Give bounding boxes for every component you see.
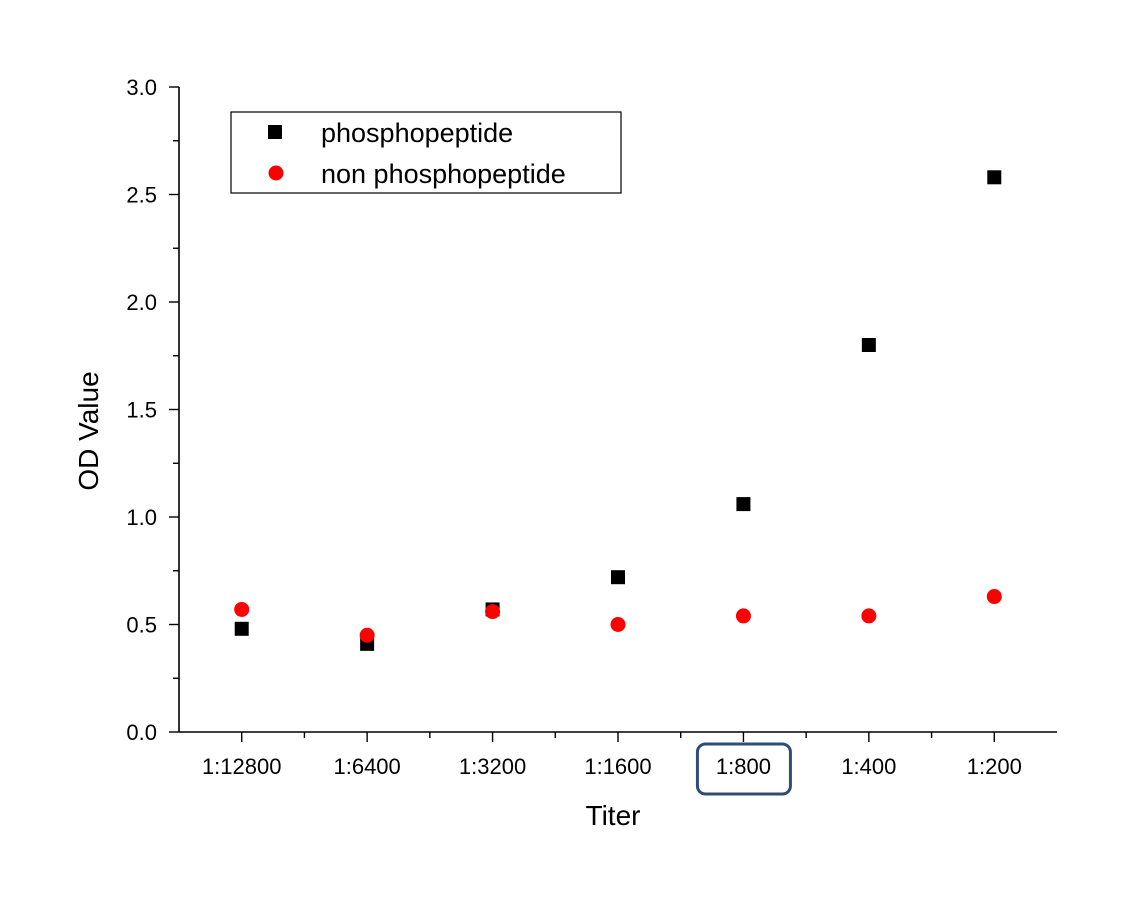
point-non-phosphopeptide — [610, 617, 626, 632]
point-non-phosphopeptide — [986, 589, 1002, 605]
x-axis-ticks: 1:12800 1:6400 1:3200 1:1600 1:800 1:400 1:200 — [202, 732, 1022, 779]
point-non-phosphopeptide — [359, 627, 375, 643]
y-tick-label: 1.5 — [126, 398, 157, 423]
y-tick-label: 0.5 — [126, 613, 157, 638]
point-non-phosphopeptide — [234, 601, 250, 617]
x-tick-label: 1:3200 — [459, 754, 526, 779]
y-tick-label: 2.0 — [126, 290, 157, 315]
data-points — [234, 170, 1002, 651]
point-phosphopeptide — [611, 570, 625, 585]
legend: phosphopeptide non phosphopeptide — [230, 111, 622, 194]
legend-marker-non-phosphopeptide — [268, 165, 284, 181]
point-phosphopeptide — [987, 170, 1002, 185]
point-non-phosphopeptide — [735, 608, 751, 624]
highlighted-tick-box — [695, 742, 792, 796]
legend-label-phosphopeptide: phosphopeptide — [321, 118, 513, 148]
x-tick-label: 1:12800 — [202, 754, 282, 779]
point-phosphopeptide — [861, 338, 876, 352]
x-axis-label: Titer — [586, 800, 641, 831]
x-tick-label: 1:400 — [841, 754, 896, 779]
point-non-phosphopeptide — [861, 608, 877, 624]
x-tick-label: 1:6400 — [333, 754, 400, 779]
x-tick-label: 1:1600 — [584, 754, 651, 779]
point-phosphopeptide — [234, 621, 249, 636]
y-axis-ticks: 0.0 0.5 1.0 1.5 2.0 2.5 3.0 — [126, 75, 179, 745]
y-tick-label: 2.5 — [126, 183, 157, 208]
y-axis-label: OD Value — [73, 371, 104, 490]
x-tick-label: 1:200 — [967, 754, 1022, 779]
y-tick-label: 3.0 — [126, 75, 157, 100]
point-phosphopeptide — [736, 497, 751, 512]
legend-frame — [230, 111, 622, 194]
legend-label-non-phosphopeptide: non phosphopeptide — [321, 159, 566, 189]
y-tick-label: 0.0 — [126, 720, 157, 745]
point-non-phosphopeptide — [485, 604, 501, 620]
legend-marker-phosphopeptide — [268, 125, 282, 139]
x-tick-label: 1:800 — [716, 754, 771, 779]
y-tick-label: 1.0 — [126, 505, 157, 530]
